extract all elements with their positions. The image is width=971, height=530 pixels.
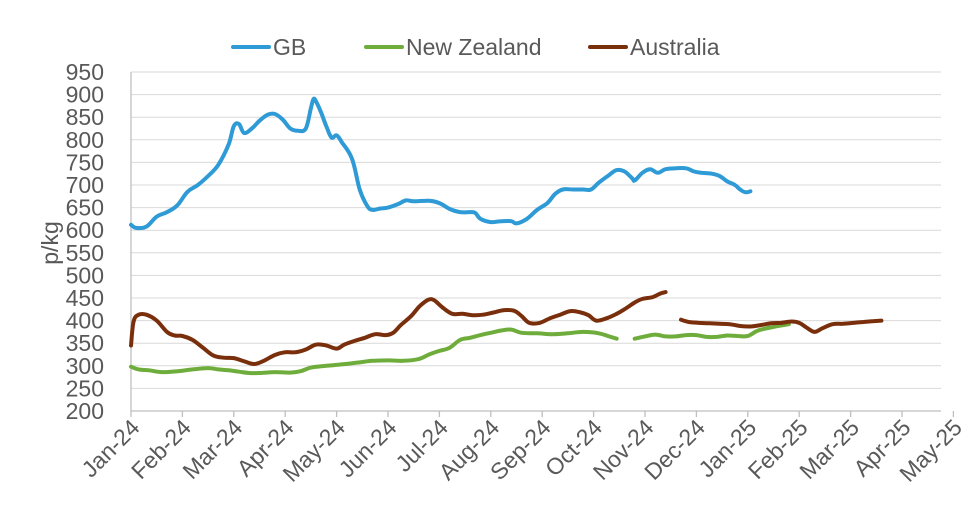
y-tick-label: 750 (66, 149, 104, 175)
y-tick-label: 950 (66, 59, 104, 85)
series-line-gb-segment-1 (129, 96, 753, 231)
y-tick-label: 450 (66, 285, 104, 311)
x-tick-label: Mar-24 (177, 414, 247, 484)
legend: GB New Zealand Australia (231, 34, 720, 60)
y-tick-label: 700 (66, 172, 104, 198)
series-line-new-zealand-segment-2 (632, 322, 791, 341)
y-tick-label: 850 (66, 104, 104, 130)
y-tick-label: 300 (66, 353, 104, 379)
y-tick-label: 250 (66, 375, 104, 401)
y-tick-label: 800 (66, 127, 104, 153)
y-tick-label: 500 (66, 262, 104, 288)
series-line-australia-segment-1 (129, 290, 668, 367)
y-tick-label: 650 (66, 195, 104, 221)
legend-label-australia: Australia (630, 34, 720, 60)
y-tick-label: 900 (66, 82, 104, 108)
x-axis-tick-labels: Jan-24Feb-24Mar-24Apr-24May-24Jun-24Jul-… (76, 414, 967, 487)
y-tick-label: 600 (66, 217, 104, 243)
legend-label-gb: GB (273, 34, 306, 60)
x-tick-label: Jun-24 (333, 414, 401, 482)
series-lines (129, 96, 884, 376)
y-axis-tick-labels: 2002503003504004505005506006507007508008… (66, 59, 104, 424)
gridlines (131, 71, 941, 389)
y-tick-label: 350 (66, 330, 104, 356)
series-line-new-zealand-segment-1 (129, 327, 619, 376)
y-tick-label: 400 (66, 308, 104, 334)
y-axis-title: p/kg (37, 221, 63, 264)
legend-label-new-zealand: New Zealand (406, 34, 542, 60)
series-line-australia-segment-2 (679, 317, 884, 334)
y-tick-label: 200 (66, 398, 104, 424)
axes (130, 72, 955, 417)
y-tick-label: 550 (66, 240, 104, 266)
